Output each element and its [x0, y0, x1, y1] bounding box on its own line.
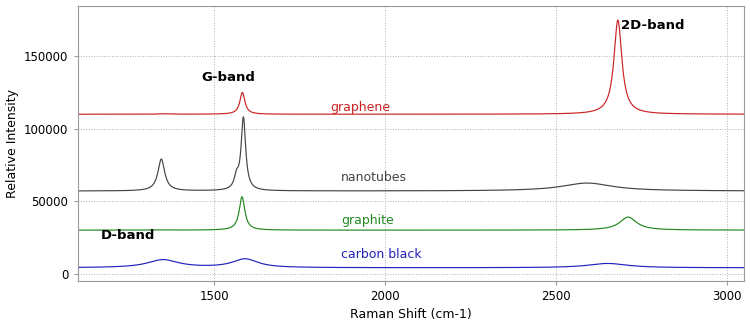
- Text: G-band: G-band: [201, 71, 255, 84]
- Text: 2D-band: 2D-band: [621, 19, 684, 32]
- Text: graphene: graphene: [331, 101, 391, 114]
- Text: carbon black: carbon black: [340, 248, 422, 261]
- Text: graphite: graphite: [340, 214, 394, 227]
- Y-axis label: Relative Intensity: Relative Intensity: [5, 89, 19, 198]
- Text: nanotubes: nanotubes: [340, 171, 406, 184]
- X-axis label: Raman Shift (cm-1): Raman Shift (cm-1): [350, 308, 472, 321]
- Text: D-band: D-band: [101, 229, 155, 242]
